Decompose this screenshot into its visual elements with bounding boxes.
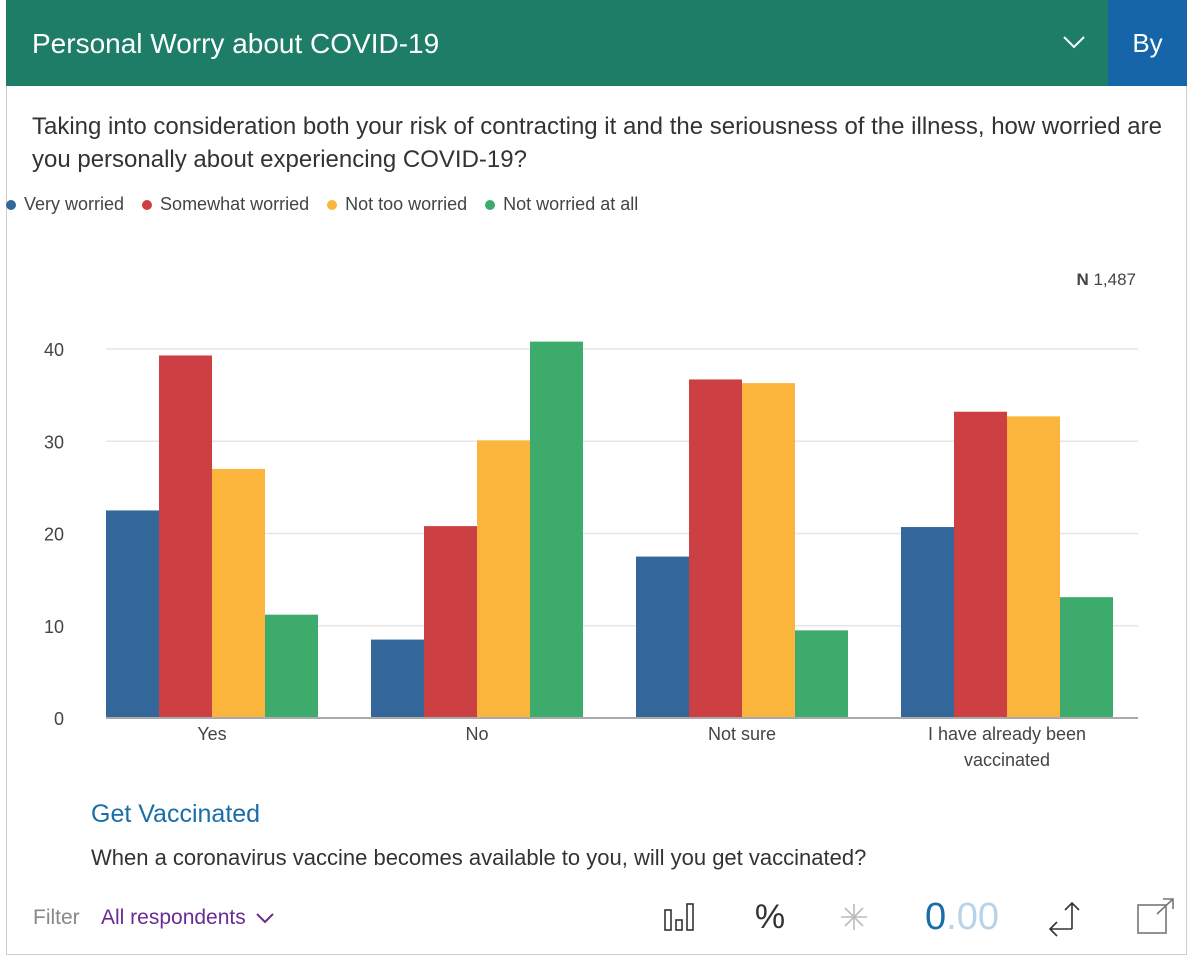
decimals-frac: .00 <box>946 895 999 938</box>
bar-not-too-worried <box>212 468 265 718</box>
legend-item[interactable]: Not worried at all <box>485 194 638 215</box>
header-bar[interactable]: Personal Worry about COVID-19 <box>6 0 1108 86</box>
legend-marker <box>327 199 338 210</box>
legend-item[interactable]: Not too worried <box>327 194 467 215</box>
x-tick-label: I have already been <box>928 724 1086 744</box>
legend: Very worried Somewhat worried Not too worr… <box>6 194 638 215</box>
bar-somewhat-worried <box>159 355 212 718</box>
y-tick-label: 10 <box>44 617 64 637</box>
next-question-text: When a coronavirus vaccine becomes avail… <box>91 845 867 870</box>
x-tick-label: Not sure <box>708 724 776 744</box>
question-text: Taking into consideration both your risk… <box>32 113 1162 173</box>
swap-axes-button[interactable] <box>1044 895 1088 939</box>
legend-label: Somewhat worried <box>160 194 310 214</box>
bar-somewhat-worried <box>424 526 477 718</box>
bar-very-worried <box>106 510 159 718</box>
decimals-button[interactable]: 0.00 <box>916 895 1008 939</box>
external-link-icon <box>1137 898 1174 934</box>
bar-not-too-worried <box>477 440 530 718</box>
expand-button[interactable] <box>1134 895 1178 939</box>
percent-button[interactable]: % <box>754 897 786 936</box>
legend-marker <box>142 199 153 210</box>
asterisk-icon <box>841 904 867 930</box>
y-tick-label: 0 <box>54 709 64 729</box>
legend-marker <box>6 199 16 210</box>
significance-button[interactable] <box>836 895 872 939</box>
bar-not-worried-at-all <box>1060 597 1113 718</box>
n-label: N <box>1076 270 1089 289</box>
bar-very-worried <box>371 639 424 718</box>
bar-somewhat-worried <box>954 411 1007 718</box>
by-button[interactable]: By <box>1108 0 1187 86</box>
x-tick-label: Yes <box>197 724 226 744</box>
card-frame <box>6 0 1187 955</box>
legend-label: Not worried at all <box>503 194 639 214</box>
n-value: 1,487 <box>1093 270 1136 289</box>
legend-label: Not too worried <box>345 194 468 214</box>
legend-item[interactable]: Somewhat worried <box>142 194 309 215</box>
decimals-int: 0 <box>925 895 947 938</box>
bar-not-worried-at-all <box>530 341 583 718</box>
chevron-down-icon <box>256 913 274 924</box>
filter-dropdown[interactable]: All respondents <box>101 906 274 930</box>
legend-label: Very worried <box>24 194 125 214</box>
legend-marker <box>485 199 496 210</box>
bar-very-worried <box>636 556 689 718</box>
bar-chart-toggle-button[interactable] <box>660 895 700 939</box>
next-question-link[interactable]: Get Vaccinated <box>91 800 261 828</box>
filter-value: All respondents <box>101 906 246 929</box>
bar-very-worried <box>901 527 954 718</box>
swap-axes-icon <box>1048 901 1080 937</box>
bar-chart: 0 10 20 30 40 Yes No Not sure I have already bee… <box>44 340 1138 770</box>
bar-not-too-worried <box>742 383 795 718</box>
sample-size: N 1,487 <box>1076 270 1136 290</box>
bar-chart-icon <box>664 903 694 931</box>
bar-not-worried-at-all <box>795 630 848 718</box>
chevron-down-icon[interactable] <box>1062 30 1086 54</box>
y-tick-label: 40 <box>44 340 64 360</box>
bar-somewhat-worried <box>689 379 742 718</box>
y-tick-label: 20 <box>44 525 64 545</box>
x-tick-label: No <box>465 724 488 744</box>
filter-label: Filter <box>33 906 80 929</box>
bar-not-worried-at-all <box>265 614 318 718</box>
y-tick-label: 30 <box>44 432 64 452</box>
legend-item[interactable]: Very worried <box>6 194 124 215</box>
bar-not-too-worried <box>1007 416 1060 718</box>
x-tick-label: vaccinated <box>964 750 1050 770</box>
chart-title: Personal Worry about COVID-19 <box>32 28 440 59</box>
